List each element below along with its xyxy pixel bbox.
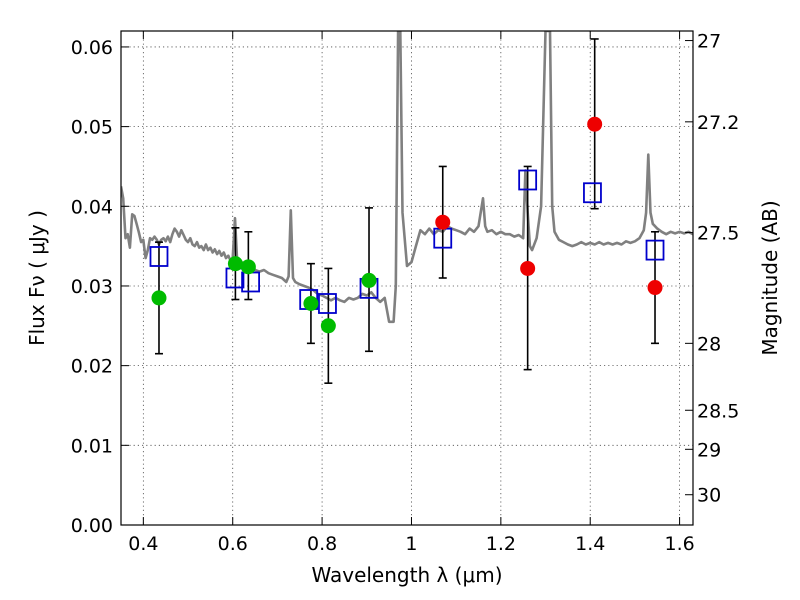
right-tick-label: 27.2 xyxy=(697,112,739,134)
model-box-point xyxy=(149,246,169,267)
green-point xyxy=(240,259,256,275)
x-tick-label: 0.4 xyxy=(128,533,158,555)
model-box-point xyxy=(645,239,665,261)
green-point xyxy=(303,295,319,311)
y-axis-label-right: Magnitude (AB) xyxy=(758,200,782,355)
red-point xyxy=(587,116,603,132)
x-tick-label: 1.4 xyxy=(575,533,605,555)
right-tick-label: 28.5 xyxy=(697,400,739,422)
y-tick-label: 0.01 xyxy=(71,435,113,457)
right-tick-label: 27.5 xyxy=(697,223,739,245)
red-point xyxy=(435,214,451,230)
model-box-point xyxy=(518,169,538,191)
y-tick-label: 0.03 xyxy=(71,276,113,298)
y-tick-label: 0.02 xyxy=(71,356,113,378)
x-tick-label: 0.6 xyxy=(218,533,248,555)
y-tick-label: 0.00 xyxy=(71,515,113,537)
plot-background xyxy=(121,31,693,525)
model-box-point xyxy=(318,293,337,314)
right-tick-label: 29 xyxy=(697,439,721,461)
model-box-point xyxy=(583,182,602,204)
data-layer xyxy=(121,31,693,384)
green-point xyxy=(151,290,167,306)
x-tick-label: 1.2 xyxy=(486,533,516,555)
y-axis-label-left: Flux Fν ( μJy ) xyxy=(25,210,49,346)
x-axis-label: Wavelength λ (μm) xyxy=(311,563,502,587)
green-point xyxy=(320,318,336,334)
right-tick-label: 30 xyxy=(697,485,721,507)
y-tick-label: 0.05 xyxy=(71,117,113,139)
tick-marks xyxy=(121,31,693,526)
green-point xyxy=(227,256,243,272)
green-point xyxy=(361,272,377,288)
red-point xyxy=(520,260,536,276)
x-tick-label: 1.6 xyxy=(664,533,694,555)
tick-labels: 0.4 0.6 0.8 1 1.2 1.4 1.6 0.00 0.01 0.02 0.03 0.04 0… xyxy=(71,31,740,555)
plot-frame xyxy=(120,30,694,526)
x-tick-label: 0.8 xyxy=(307,533,337,555)
grid-lines xyxy=(121,31,693,525)
x-tick-label: 1 xyxy=(405,533,417,555)
y-tick-label: 0.04 xyxy=(71,196,113,218)
right-tick-label: 27 xyxy=(697,31,721,53)
sed-model-line xyxy=(121,31,693,324)
right-tick-label: 28 xyxy=(697,333,721,355)
y-tick-label: 0.06 xyxy=(71,37,113,59)
red-point xyxy=(647,280,663,296)
